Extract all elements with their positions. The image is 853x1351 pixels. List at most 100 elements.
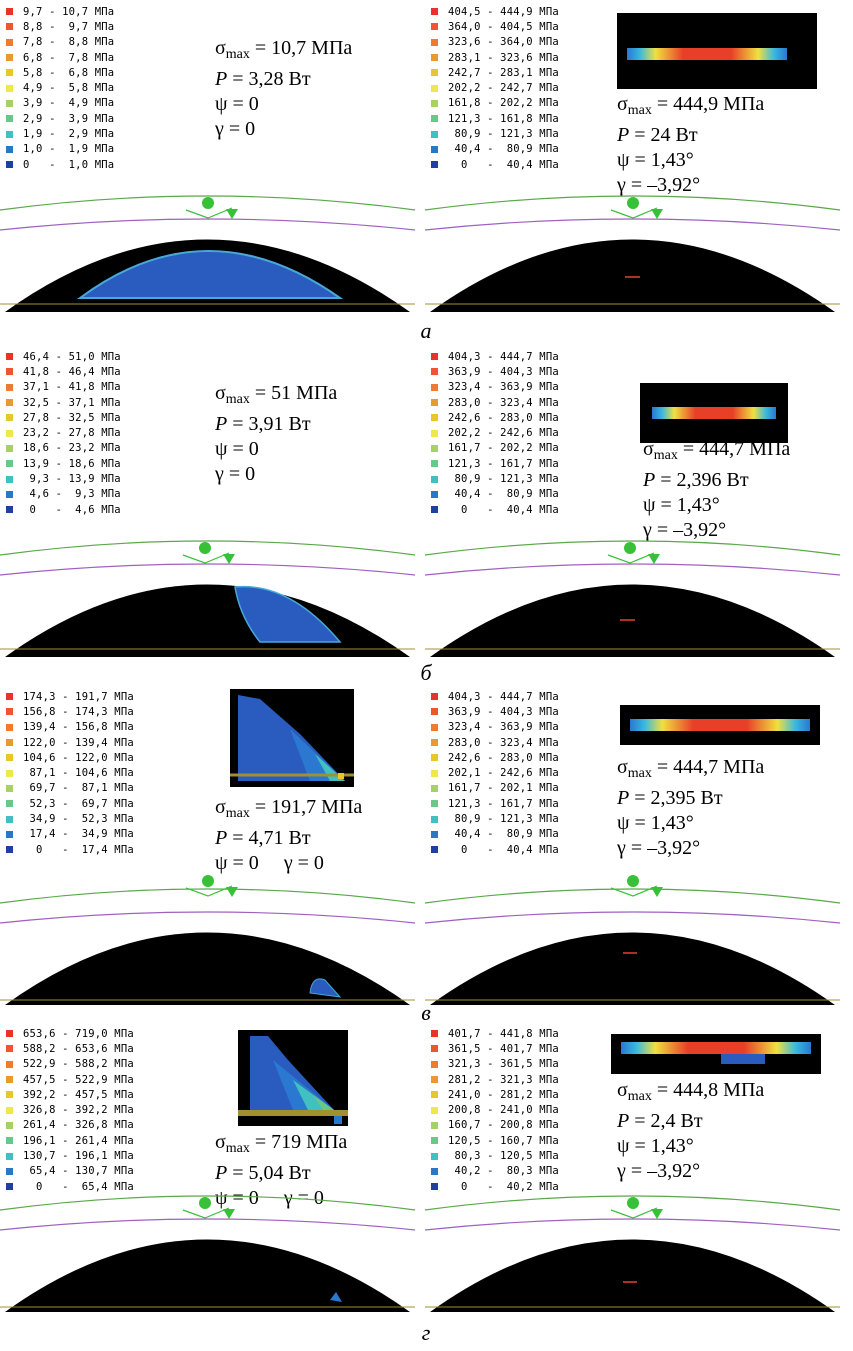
lens-stress-map [425, 540, 840, 657]
legend-label: 363,9 - 404,3 МПа [448, 705, 559, 718]
legend-label: 392,2 - 457,5 МПа [23, 1088, 134, 1101]
legend-swatch [6, 708, 13, 716]
legend-label: 139,4 - 156,8 МПа [23, 721, 134, 734]
legend-label: 34,9 - 52,3 МПа [23, 813, 134, 826]
legend-swatch [6, 8, 13, 16]
legend-swatch [431, 161, 438, 169]
legend-swatch [6, 429, 13, 437]
lens-stress-map [0, 1195, 415, 1312]
legend-row: 174,3 - 191,7 МПа [6, 689, 134, 704]
legend-label: 202,2 - 242,7 МПа [448, 82, 559, 95]
legend-row: 34,9 - 52,3 МПа [6, 811, 134, 826]
legend-swatch [431, 8, 438, 16]
legend-label: 40,4 - 80,9 МПа [448, 828, 559, 841]
legend-swatch [6, 1121, 13, 1129]
legend-label: 404,5 - 444,9 МПа [448, 5, 559, 18]
legend-label: 202,2 - 242,6 МПа [448, 427, 559, 440]
legend-row: 283,0 - 323,4 МПа [431, 395, 559, 410]
legend-label: 161,7 - 202,2 МПа [448, 442, 559, 455]
legend-swatch [6, 161, 13, 169]
legend-row: 364,0 - 404,5 МПа [431, 19, 559, 34]
legend-row: 46,4 - 51,0 МПа [6, 349, 121, 364]
legend-row: 87,1 - 104,6 МПа [6, 765, 134, 780]
legend-row: 1,0 - 1,9 МПа [6, 142, 114, 157]
legend-swatch [431, 475, 438, 483]
legend-swatch [431, 383, 438, 391]
legend-swatch [431, 145, 438, 153]
legend-row: 161,7 - 202,2 МПа [431, 441, 559, 456]
legend-label: 361,5 - 401,7 МПа [448, 1042, 559, 1055]
legend-swatch [6, 383, 13, 391]
stress-inset [617, 13, 817, 89]
legend-swatch [6, 800, 13, 808]
legend-swatch [431, 1091, 438, 1099]
legend-row: 363,9 - 404,3 МПа [431, 704, 559, 719]
legend-label: 121,3 - 161,7 МПа [448, 457, 559, 470]
legend-swatch [6, 399, 13, 407]
legend-label: 40,2 - 80,3 МПа [448, 1165, 559, 1178]
legend-swatch [431, 1167, 438, 1175]
legend-label: 200,8 - 241,0 МПа [448, 1104, 559, 1117]
legend-row: 404,3 - 444,7 МПа [431, 349, 559, 364]
legend-swatch [6, 1183, 13, 1191]
legend-row: 588,2 - 653,6 МПа [6, 1041, 134, 1056]
legend-swatch [6, 506, 13, 514]
legend-row: 196,1 - 261,4 МПа [6, 1133, 134, 1148]
legend-row: 4,9 - 5,8 МПа [6, 80, 114, 95]
legend-swatch [431, 754, 438, 762]
caption-b: б [420, 660, 432, 685]
legend-swatch [6, 490, 13, 498]
legend-row: 9,7 - 10,7 МПа [6, 4, 114, 19]
legend-row: 6,8 - 7,8 МПа [6, 50, 114, 65]
legend-swatch [431, 399, 438, 407]
legend: 404,3 - 444,7 МПа 363,9 - 404,3 МПа 323,4 … [431, 689, 559, 857]
legend-label: 6,8 - 7,8 МПа [23, 51, 115, 64]
legend-swatch [431, 830, 438, 838]
legend-swatch [431, 414, 438, 422]
legend-label: 121,3 - 161,7 МПа [448, 797, 559, 810]
legend-row: 202,1 - 242,6 МПа [431, 765, 559, 780]
legend-row: 202,2 - 242,6 МПа [431, 425, 559, 440]
legend-label: 69,7 - 87,1 МПа [23, 782, 134, 795]
legend-swatch [431, 784, 438, 792]
legend-row: 160,7 - 200,8 МПа [431, 1118, 559, 1133]
legend-row: 27,8 - 32,5 МПа [6, 410, 121, 425]
legend-row: 653,6 - 719,0 МПа [6, 1026, 134, 1041]
legend-label: 281,2 - 321,3 МПа [448, 1073, 559, 1086]
legend-label: 364,0 - 404,5 МПа [448, 20, 559, 33]
legend: 401,7 - 441,8 МПа 361,5 - 401,7 МПа 321,3 … [431, 1026, 559, 1194]
legend-swatch [6, 1137, 13, 1145]
legend-row: 241,0 - 281,2 МПа [431, 1087, 559, 1102]
legend-swatch [431, 1152, 438, 1160]
legend-swatch [431, 69, 438, 77]
legend-label: 0 - 65,4 МПа [23, 1180, 134, 1193]
legend-label: 0 - 1,0 МПа [23, 158, 115, 171]
legend-label: 323,4 - 363,9 МПа [448, 381, 559, 394]
legend-row: 0 - 40,4 МПа [431, 157, 559, 172]
legend-label: 202,1 - 242,6 МПа [448, 767, 559, 780]
legend-row: 23,2 - 27,8 МПа [6, 425, 121, 440]
legend-row: 363,9 - 404,3 МПа [431, 364, 559, 379]
lens-stress-map [0, 875, 415, 1005]
legend-label: 13,9 - 18,6 МПа [23, 457, 121, 470]
legend-label: 588,2 - 653,6 МПа [23, 1042, 134, 1055]
parameters: σmax = 719 МПа P = 5,04 Вт ψ = 0 γ = 0 [215, 1131, 348, 1209]
legend-row: 9,3 - 13,9 МПа [6, 471, 121, 486]
legend-swatch [431, 1030, 438, 1038]
legend-row: 404,5 - 444,9 МПа [431, 4, 559, 19]
legend-row: 0 - 40,2 МПа [431, 1179, 559, 1194]
lens-stress-map [425, 195, 840, 312]
stress-inset [640, 383, 788, 443]
legend-row: 13,9 - 18,6 МПа [6, 456, 121, 471]
legend-swatch [6, 1060, 13, 1068]
legend-label: 404,3 - 444,7 МПа [448, 350, 559, 363]
legend-label: 156,8 - 174,3 МПа [23, 705, 134, 718]
legend-label: 9,7 - 10,7 МПа [23, 5, 115, 18]
legend-label: 4,6 - 9,3 МПа [23, 488, 121, 501]
legend-row: 80,3 - 120,5 МПа [431, 1148, 559, 1163]
legend-swatch [6, 84, 13, 92]
legend-label: 80,3 - 120,5 МПа [448, 1150, 559, 1163]
legend-label: 80,9 - 121,3 МПа [448, 128, 559, 141]
legend-swatch [6, 1106, 13, 1114]
light-source-dot [202, 197, 214, 209]
